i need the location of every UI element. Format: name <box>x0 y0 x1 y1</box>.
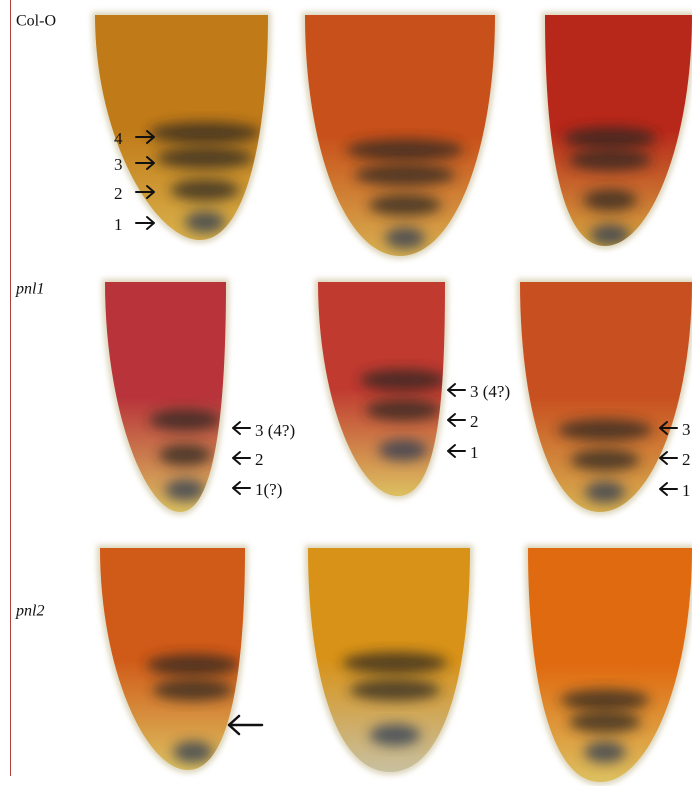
stage-label: 3 <box>682 420 691 439</box>
stage-label: 1 <box>114 215 123 234</box>
starch-layer <box>558 419 653 441</box>
root-tip <box>105 282 226 512</box>
starch-layer <box>153 679 233 701</box>
arrow <box>448 445 465 457</box>
row-label: pnl1 <box>15 281 44 298</box>
starch-layer <box>159 444 211 466</box>
annotations: 3 (4?) 2 1 <box>448 382 510 462</box>
starch-layer <box>360 369 446 391</box>
arrow <box>136 217 154 229</box>
stage-label: 2 <box>470 412 479 431</box>
starch-layer <box>165 479 205 501</box>
starch-layer <box>585 481 625 503</box>
root-tip <box>318 282 446 496</box>
arrow <box>229 716 262 734</box>
arrow <box>448 414 465 426</box>
root-images <box>95 15 692 782</box>
root-tip <box>308 548 470 772</box>
root-tip <box>545 15 692 246</box>
stage-label: 2 <box>114 184 123 203</box>
stage-label: 1(?) <box>255 480 282 499</box>
starch-layer <box>346 139 463 161</box>
starch-layer <box>560 689 649 711</box>
arrow <box>233 482 250 494</box>
starch-layer <box>171 179 240 201</box>
stage-label: 4 <box>114 129 123 148</box>
starch-layer <box>157 147 253 169</box>
root-body <box>305 15 495 256</box>
arrow <box>233 422 250 434</box>
root-tip <box>520 282 692 512</box>
starch-layer <box>583 189 637 211</box>
row-label: pnl2 <box>15 603 44 620</box>
arrow <box>660 483 677 495</box>
starch-layer <box>185 211 225 233</box>
stage-label: 3 <box>114 155 123 174</box>
row-label: Col-O <box>16 13 56 30</box>
starch-layer <box>370 724 421 746</box>
root-tip <box>528 548 692 782</box>
root-tip <box>100 548 245 770</box>
starch-layer <box>569 711 641 733</box>
root-body <box>520 282 692 512</box>
starch-layer <box>149 122 260 144</box>
starch-layer <box>147 654 240 676</box>
arrow <box>233 452 250 464</box>
starch-layer <box>385 227 425 249</box>
starch-layer <box>350 679 441 701</box>
arrow <box>448 384 465 396</box>
starch-layer <box>342 652 447 674</box>
root-body <box>105 282 226 512</box>
starch-layer <box>584 741 626 763</box>
page: {"rows": [ {"label": "Col-O", "labels_pa… <box>0 0 692 786</box>
stage-label: 1 <box>470 443 479 462</box>
stage-label: 2 <box>682 450 691 469</box>
starch-layer <box>369 194 442 216</box>
starch-layer <box>173 741 213 763</box>
annotations: 3 (4?) 2 1(?) <box>233 421 295 499</box>
starch-layer <box>149 409 220 431</box>
root-tip <box>95 15 268 240</box>
starch-layer <box>366 399 441 421</box>
stage-label: 3 (4?) <box>255 421 295 440</box>
stage-label: 3 (4?) <box>470 382 510 401</box>
root-tip <box>305 15 495 256</box>
starch-layer <box>355 164 456 186</box>
stage-label: 1 <box>682 481 691 500</box>
starch-layer <box>569 149 652 171</box>
starch-layer <box>570 449 639 471</box>
stage-label: 2 <box>255 450 264 469</box>
starch-layer <box>563 127 657 149</box>
figure: Col-O pnl1 pnl2 4 3 2 1 3 (4?) 2 1(?) 3 … <box>0 0 692 786</box>
annotations: 3 2 1 <box>660 420 691 500</box>
starch-layer <box>378 439 427 461</box>
